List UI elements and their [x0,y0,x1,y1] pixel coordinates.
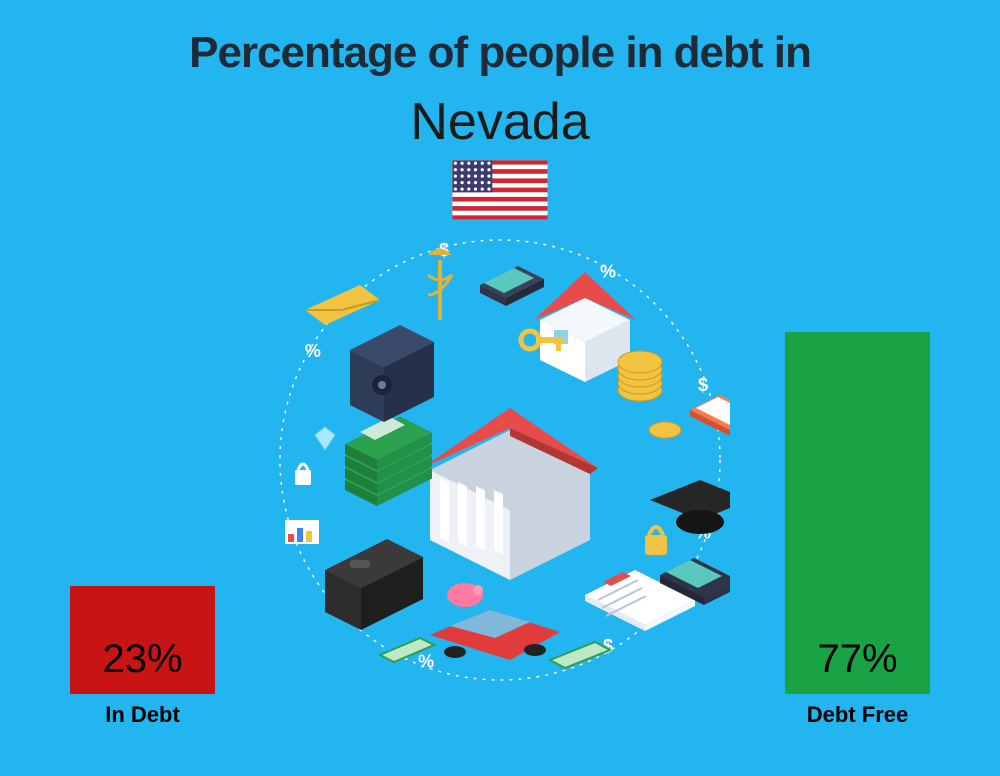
bar-in-debt-value: 23% [70,637,215,682]
svg-text:%: % [305,341,321,361]
finance-illustration: %$%$%$%$ [270,230,730,690]
us-flag-icon [452,160,548,220]
svg-text:%: % [600,262,616,282]
bar-debt-free-value: 77% [785,637,930,682]
bar-debt-free-label: Debt Free [785,702,930,728]
bar-in-debt: 23% [70,586,215,694]
bar-in-debt-label: In Debt [70,702,215,728]
svg-text:$: $ [698,375,708,395]
state-name: Nevada [0,92,1000,152]
bar-debt-free: 77% [785,332,930,694]
page-title: Percentage of people in debt in [0,28,1000,78]
